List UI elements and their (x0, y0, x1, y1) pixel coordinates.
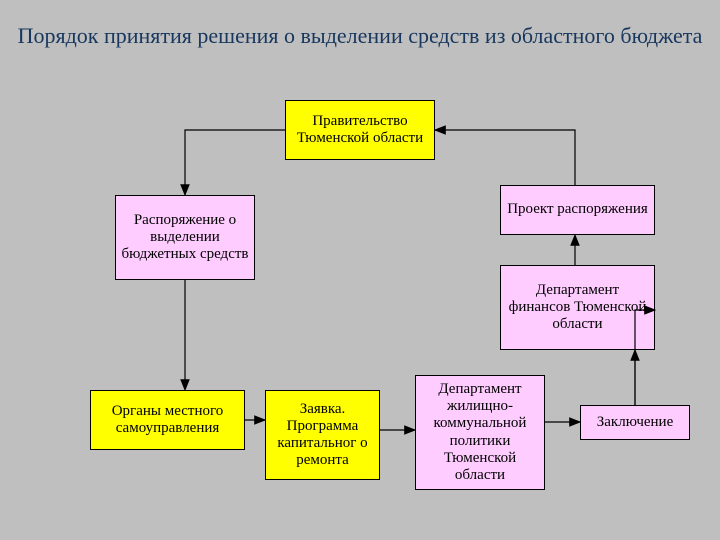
node-application: Заявка. Программа капитальног о ремонта (265, 390, 380, 480)
node-label: Департамент жилищно- коммунальной полити… (419, 381, 541, 485)
node-label: Органы местного самоуправления (94, 403, 241, 438)
node-label: Правительство Тюменской области (289, 113, 431, 148)
node-draft-order: Проект распоряжения (500, 185, 655, 235)
node-order: Распоряжение о выделении бюджетных средс… (115, 195, 255, 280)
node-label: Распоряжение о выделении бюджетных средс… (119, 212, 251, 264)
node-label: Заявка. Программа капитальног о ремонта (269, 401, 376, 470)
node-label: Департамент финансов Тюменской области (504, 282, 651, 334)
page-title: Порядок принятия решения о выделении сре… (0, 22, 720, 50)
node-finance-dept: Департамент финансов Тюменской области (500, 265, 655, 350)
node-label: Заключение (597, 414, 674, 431)
node-label: Проект распоряжения (507, 201, 648, 218)
node-housing-dept: Департамент жилищно- коммунальной полити… (415, 375, 545, 490)
node-local-government: Органы местного самоуправления (90, 390, 245, 450)
node-government: Правительство Тюменской области (285, 100, 435, 160)
node-conclusion: Заключение (580, 405, 690, 440)
